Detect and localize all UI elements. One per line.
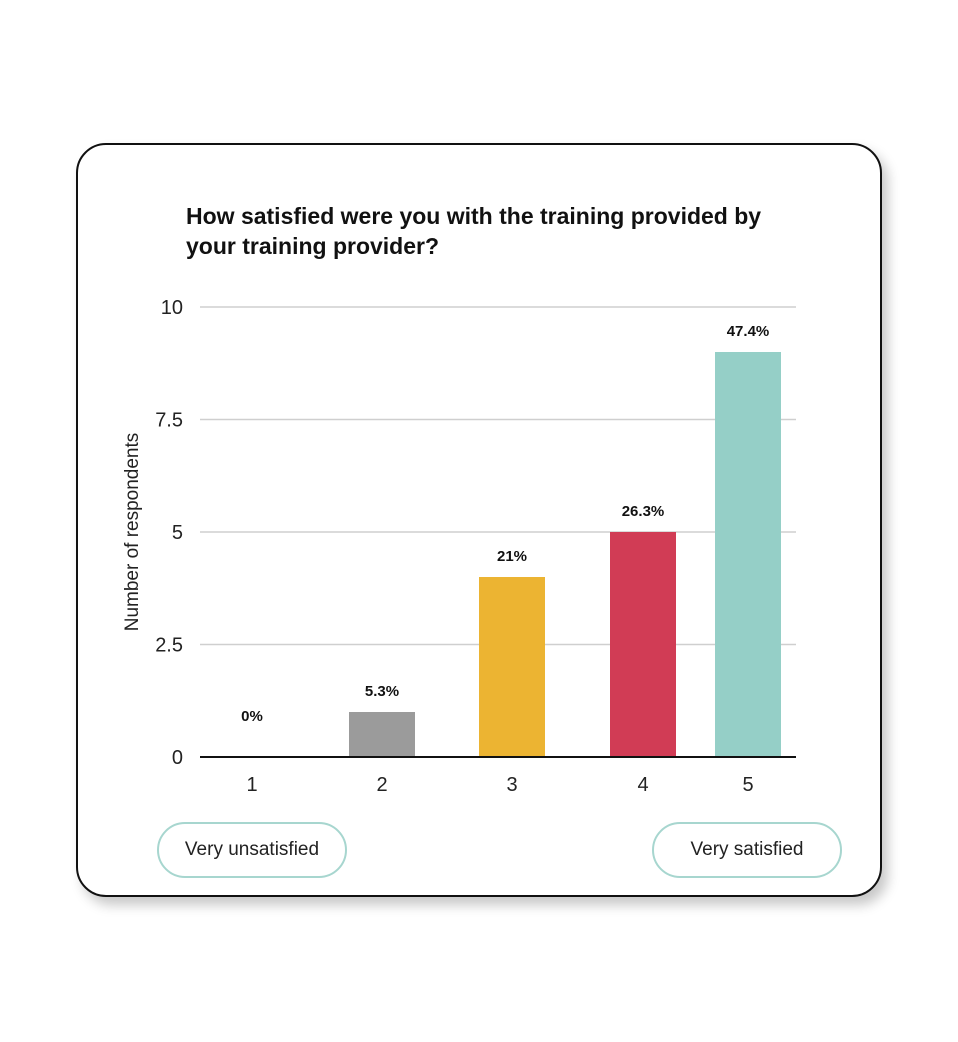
x-tick-label: 3 — [506, 774, 517, 796]
bar-data-label: 26.3% — [622, 503, 665, 520]
y-tick-label: 5 — [172, 522, 183, 544]
bar — [610, 532, 676, 757]
chart-title: How satisfied were you with the training… — [186, 203, 762, 259]
x-tick-label: 5 — [742, 774, 753, 796]
y-tick-label: 2.5 — [155, 635, 183, 657]
y-tick-label: 7.5 — [155, 410, 183, 432]
bar-data-label: 47.4% — [727, 323, 770, 340]
bar-chart: 0 2.5 5 7.5 10 Number of respondents 0% 1 5.3% 2 2… — [122, 297, 796, 796]
bar — [349, 712, 415, 757]
y-tick-label: 0 — [172, 747, 183, 769]
scale-low-label: Very unsatisfied — [157, 822, 347, 878]
bar-data-label: 5.3% — [365, 683, 399, 700]
x-tick-label: 1 — [246, 774, 257, 796]
bar-data-label: 0% — [241, 708, 263, 725]
x-tick-label: 2 — [376, 774, 387, 796]
scale-high-label: Very satisfied — [652, 822, 842, 878]
x-tick-label: 4 — [637, 774, 648, 796]
bar-data-label: 21% — [497, 548, 527, 565]
bar — [479, 577, 545, 757]
bar — [715, 352, 781, 757]
chart-card: How satisfied were you with the training… — [76, 143, 882, 897]
y-axis-title: Number of respondents — [122, 433, 143, 632]
y-tick-label: 10 — [161, 297, 183, 319]
